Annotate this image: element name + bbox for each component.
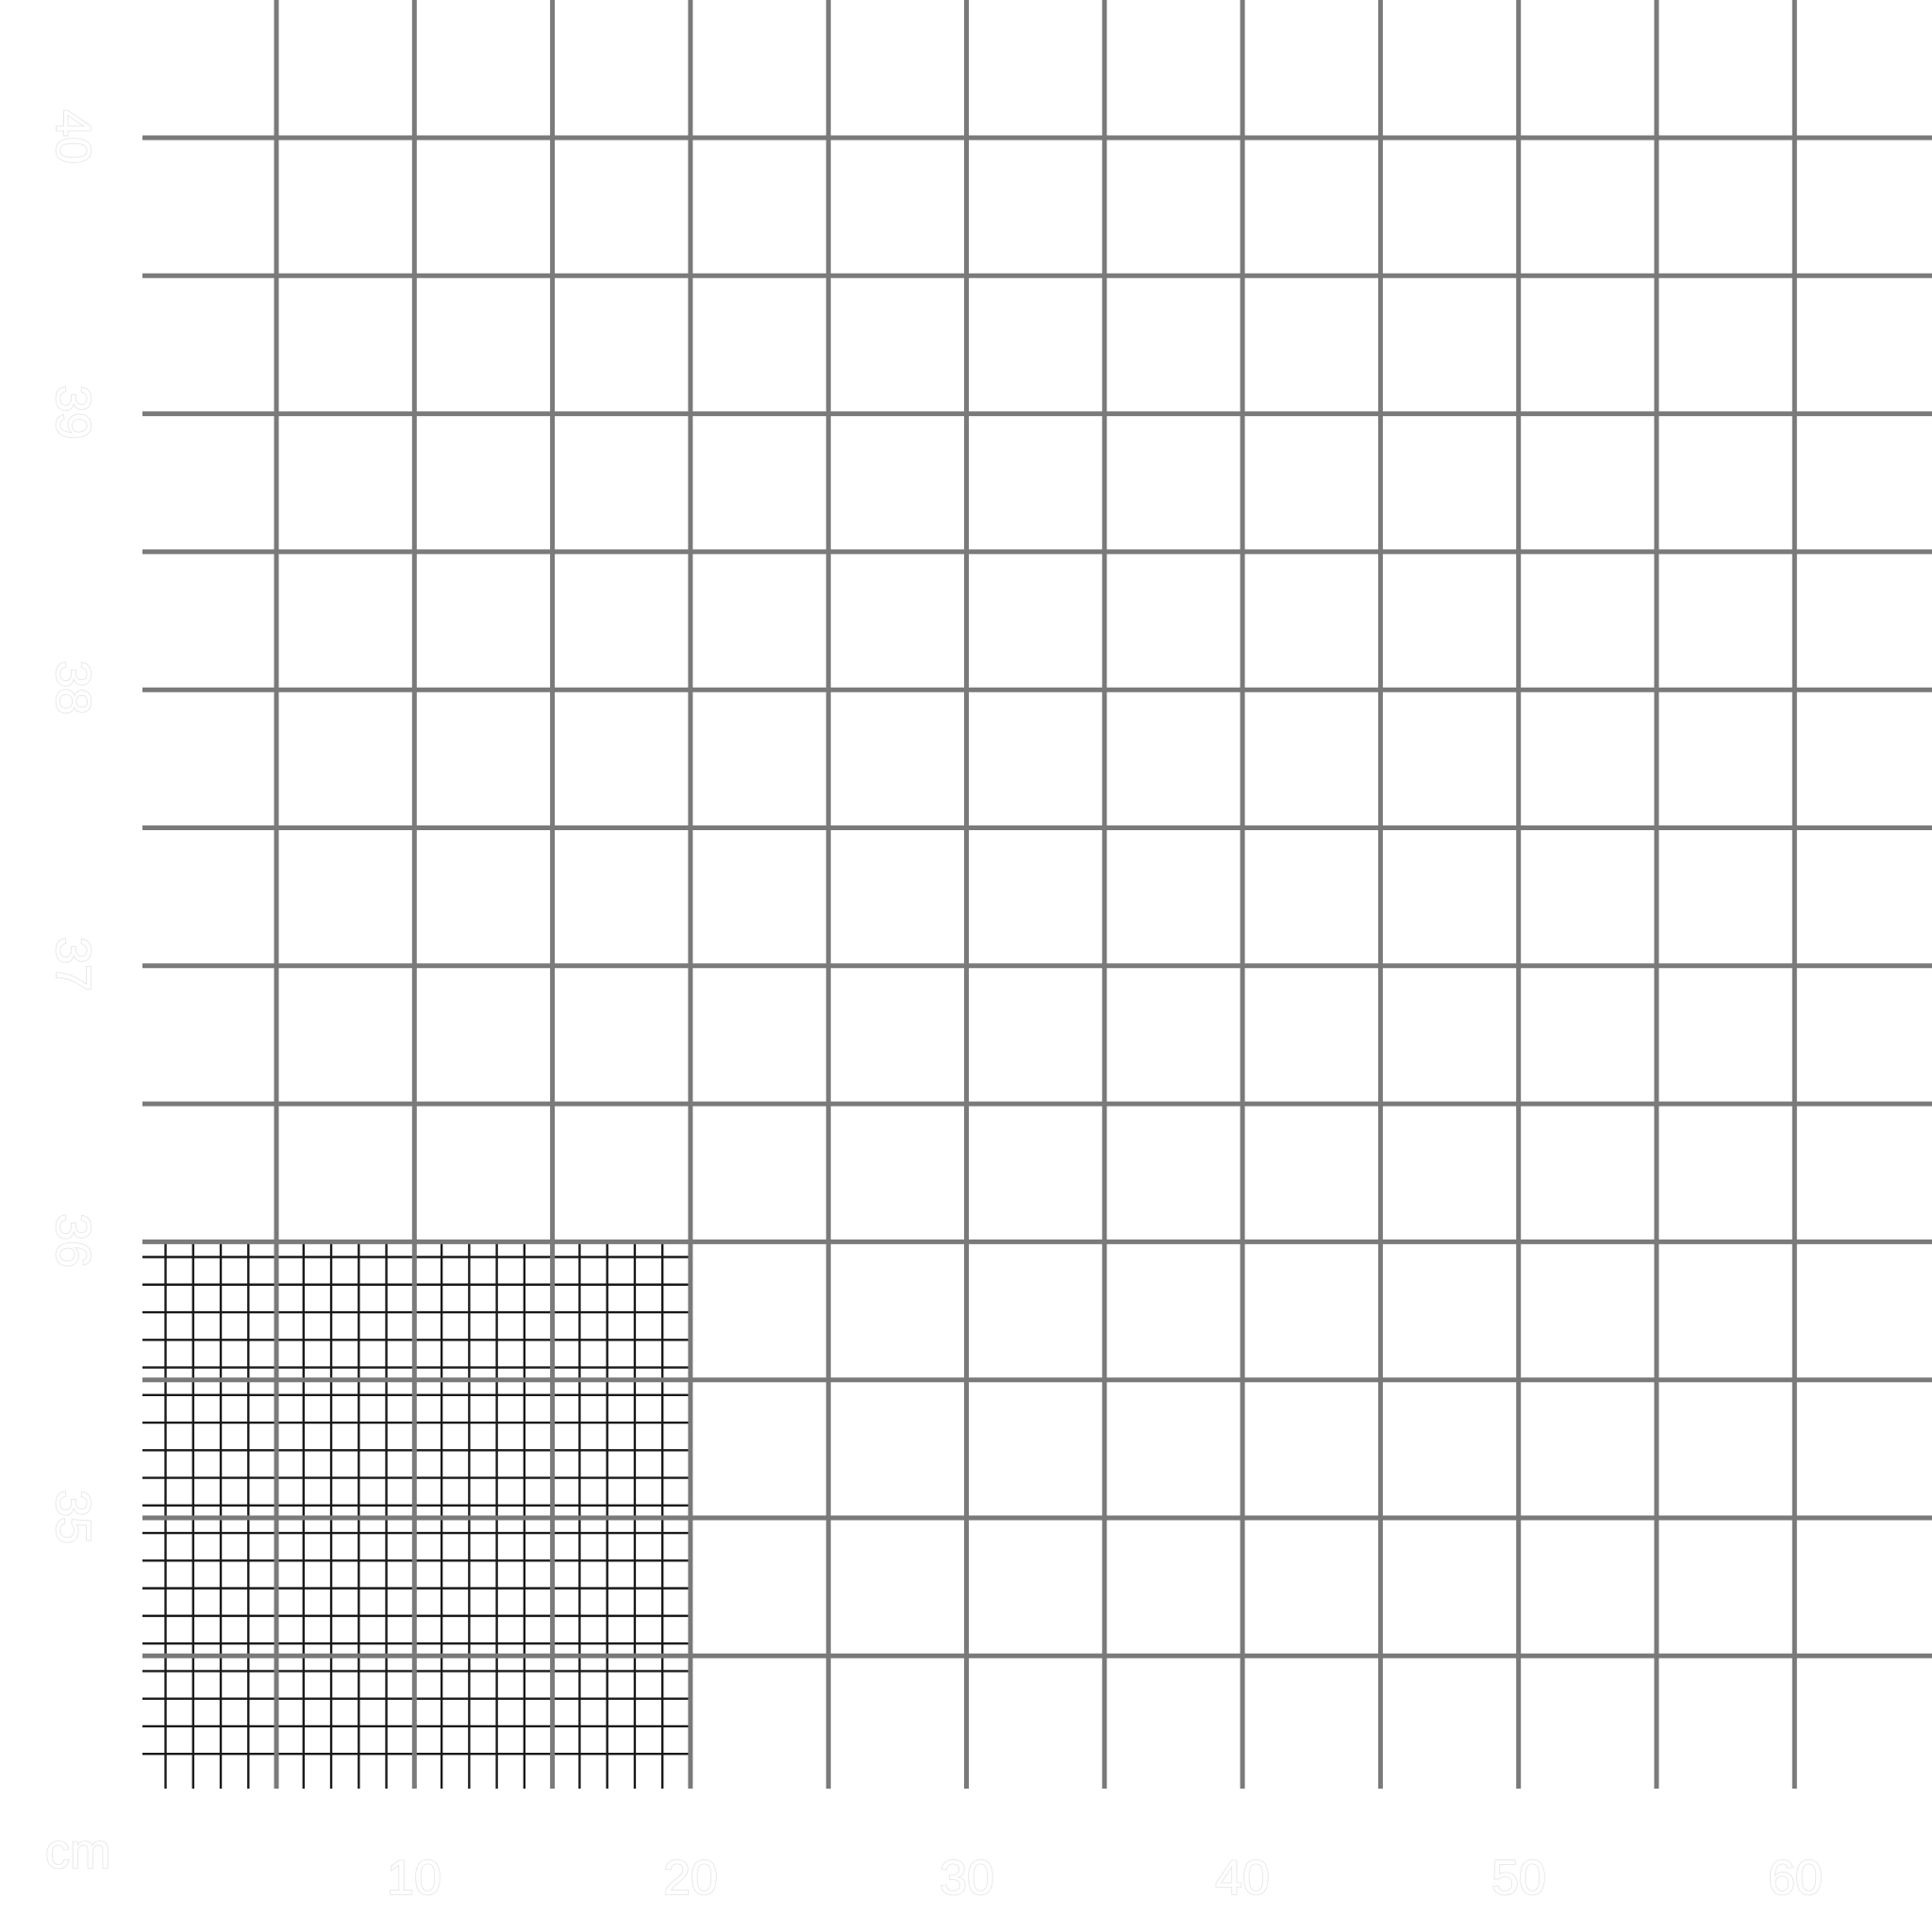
x-tick-label-10: 10 [387, 1851, 441, 1906]
scale-labels: cm 10 20 30 40 50 60 35 36 37 38 39 40 [44, 108, 1824, 1907]
x-tick-label-60: 60 [1768, 1851, 1823, 1906]
y-tick-label-38: 38 [45, 660, 100, 715]
x-tick-label-20: 20 [663, 1851, 718, 1906]
y-tick-label-36: 36 [45, 1213, 100, 1268]
y-tick-label-40: 40 [45, 109, 100, 164]
y-tick-label-37: 37 [45, 937, 100, 991]
major-grid [142, 0, 1932, 1789]
x-tick-label-40: 40 [1215, 1851, 1270, 1906]
x-tick-label-50: 50 [1491, 1851, 1546, 1906]
x-tick-label-30: 30 [940, 1851, 994, 1906]
y-tick-label-39: 39 [45, 385, 100, 440]
x-unit-label: cm [45, 1824, 110, 1879]
y-tick-label-35: 35 [45, 1490, 100, 1544]
